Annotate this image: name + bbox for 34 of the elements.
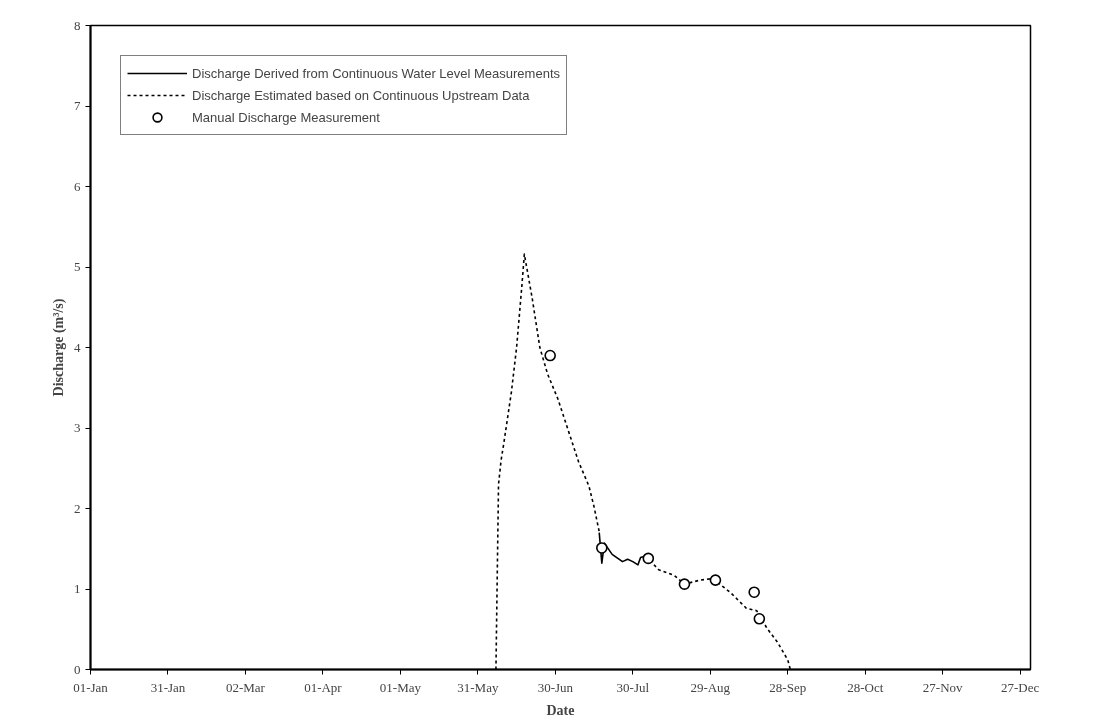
y-tick-label: 2	[74, 500, 81, 516]
point	[709, 574, 722, 586]
point	[753, 612, 766, 625]
y-tick-label: 3	[74, 420, 81, 435]
x-tick-label: 29-Aug	[690, 679, 731, 695]
y-tick-label: 5	[74, 259, 81, 274]
x-tick-label: 30-Jun	[537, 679, 574, 695]
x-tick-label: 01-May	[379, 679, 422, 695]
y-tick-label: 6	[74, 178, 81, 194]
y-tick-label: 0	[74, 661, 81, 677]
x-tick-label: 28-Oct	[847, 679, 884, 695]
x-tick-label: 31-Jan	[150, 679, 186, 695]
y-axis-title: Discharge (m³/s)	[51, 298, 67, 397]
x-tick-label: 31-May	[457, 679, 499, 695]
legend-label: Discharge Estimated based on Continuous Upstream Data	[192, 86, 530, 105]
x-tick-label: 28-Sep	[769, 679, 807, 695]
x-tick-label: 27-Dec	[1001, 679, 1040, 695]
x-tick-label: 01-Apr	[304, 679, 343, 695]
point	[748, 586, 760, 599]
y-tick-label: 1	[74, 581, 81, 596]
y-tick-label: 8	[74, 17, 81, 33]
legend-label: Discharge Derived from Continuous Water Level Measurements	[192, 64, 561, 83]
point	[596, 542, 608, 554]
y-tick-label: 4	[74, 339, 81, 355]
point	[544, 349, 556, 362]
y-tick-label: 7	[74, 98, 81, 113]
point	[642, 552, 655, 565]
legend-label: Manual Discharge Measurement	[192, 108, 380, 127]
point	[678, 578, 691, 590]
x-tick-label: 01-Jan	[73, 679, 109, 695]
x-tick-label: 30-Jul	[616, 679, 650, 695]
x-tick-label: 02-Mar	[225, 679, 266, 695]
x-tick-label: 27-Nov	[922, 679, 964, 695]
x-axis-title: Date	[546, 702, 575, 718]
